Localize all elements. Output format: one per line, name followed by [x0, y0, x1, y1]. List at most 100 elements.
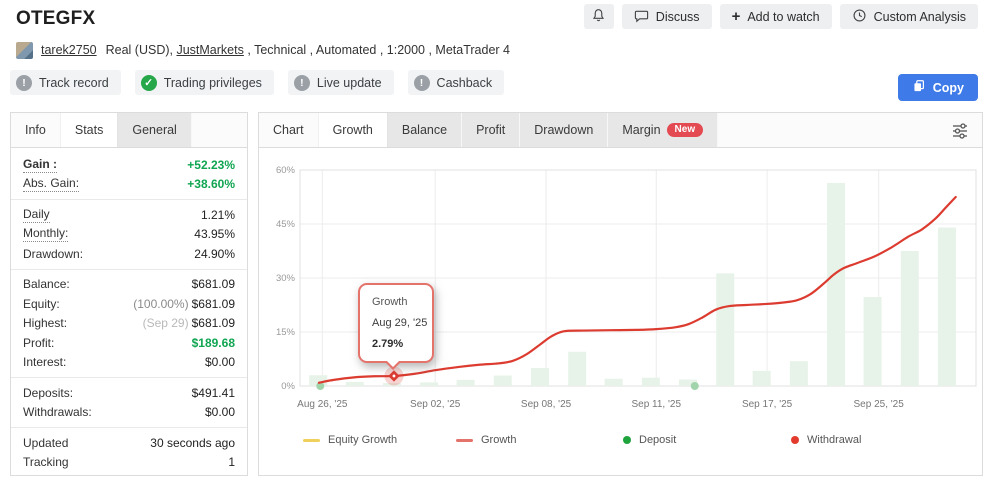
deposit-bar: [568, 351, 587, 386]
broker-link[interactable]: JustMarkets: [176, 43, 244, 57]
stat-row-withdrawals: Withdrawals: $0.00: [11, 403, 247, 423]
stat-label: Abs. Gain:: [23, 176, 80, 193]
stat-value: 43.95%: [194, 227, 235, 241]
stat-value: $0.00: [205, 405, 235, 419]
stat-value-main: +52.23%: [187, 157, 235, 172]
deposit-bar: [937, 227, 956, 386]
stats-tab-stats[interactable]: Stats: [59, 113, 119, 147]
legend-line-marker: [456, 438, 473, 442]
legend-label: Equity Growth: [328, 434, 398, 446]
discuss-button[interactable]: Discuss: [621, 4, 712, 29]
chart-tab-row: Chart Growth Balance Profit Drawdown Margin Ne…: [259, 113, 982, 148]
stat-row-profit: Profit: $189.68: [11, 333, 247, 353]
stat-row-monthly: Monthly: 43.95%: [11, 225, 247, 245]
stat-value-main: $491.41: [191, 385, 235, 400]
stat-row-gain: Gain : +52.23%: [11, 155, 247, 175]
stat-value-main: 30 seconds ago: [150, 435, 235, 450]
stat-value-main: $189.68: [191, 335, 235, 350]
stats-tab-general[interactable]: General: [118, 113, 192, 147]
stat-row-highest: Highest: (Sep 29) $681.09: [11, 314, 247, 334]
notifications-button[interactable]: [583, 4, 614, 29]
deposit-bar: [679, 379, 698, 386]
stat-label: Updated: [23, 435, 69, 450]
chart-tab-growth[interactable]: Growth: [317, 113, 388, 147]
badge-track-record[interactable]: ! Track record: [10, 70, 121, 95]
stat-label: Interest:: [23, 355, 67, 370]
badge-label: Live update: [316, 75, 382, 90]
stats-panel: Info Stats General Gain : +52.23% Abs. Gain:…: [10, 112, 248, 476]
badge-label: Cashback: [436, 75, 493, 90]
stat-row-equity: Equity: (100.00%) $681.09: [11, 294, 247, 314]
stats-tab-info[interactable]: Info: [11, 113, 60, 147]
legend-item-equity-growth[interactable]: Equity Growth: [303, 434, 397, 446]
page-title: OTEGFX: [16, 8, 96, 29]
growth-chart[interactable]: 60% 45% 30% 15% 0% Aug 26, '25 Sep 02, '25 Sep …: [259, 148, 982, 420]
stat-label: Gain :: [23, 156, 58, 173]
copy-button[interactable]: Copy: [897, 74, 978, 101]
chart-tab-chart[interactable]: Chart: [259, 113, 318, 147]
stat-label: Daily: [23, 206, 50, 223]
chart-tab-drawdown[interactable]: Drawdown: [520, 113, 609, 147]
stats-tab-row: Info Stats General: [11, 113, 247, 148]
badge-trading-privileges[interactable]: ✓ Trading privileges: [134, 70, 274, 95]
stat-row-updated: Updated 30 seconds ago: [11, 433, 247, 453]
stat-value-main: 24.90%: [194, 246, 235, 261]
copy-label: Copy: [932, 80, 964, 95]
x-axis-label: Sep 17, '25: [742, 399, 793, 410]
stat-value: 24.90%: [194, 247, 235, 261]
stat-value: 30 seconds ago: [150, 436, 235, 450]
deposit-bar: [604, 378, 623, 386]
stat-value: (Sep 29) $681.09: [143, 316, 235, 330]
tab-label: Balance: [401, 123, 448, 137]
avatar: [16, 41, 33, 59]
chart-panel: Chart Growth Balance Profit Drawdown Margin Ne…: [258, 112, 983, 476]
legend-item-deposit[interactable]: Deposit: [623, 434, 676, 446]
legend-item-withdrawal[interactable]: Withdrawal: [791, 434, 861, 446]
stat-label: Withdrawals:: [23, 405, 92, 420]
legend-dot-marker: [623, 436, 631, 444]
stat-label: Deposits:: [23, 385, 74, 400]
chart-tab-margin[interactable]: Margin New: [608, 113, 719, 147]
tooltip-series: Growth: [372, 296, 408, 308]
group-divider: [11, 199, 247, 200]
x-axis-label: Sep 11, '25: [631, 399, 681, 410]
add-to-watch-label: Add to watch: [747, 9, 820, 24]
custom-analysis-button[interactable]: Custom Analysis: [839, 4, 978, 29]
deposit-bar: [382, 383, 401, 386]
stat-value-main: 1.21%: [200, 207, 235, 222]
stat-value: +52.23%: [187, 158, 235, 172]
deposit-bar: [827, 182, 846, 386]
stat-value: $681.09: [192, 277, 235, 291]
chart-legend: Equity Growth Growth Deposit Withdrawal: [259, 420, 982, 470]
tooltip-date: Aug 29, '25: [372, 317, 428, 329]
legend-item-growth[interactable]: Growth: [456, 434, 516, 446]
legend-line-marker: [303, 438, 320, 442]
account-details-post: , Technical , Automated , 1:2000 , MetaT…: [247, 43, 510, 57]
chart-settings-icon[interactable]: [950, 121, 970, 146]
content: Info Stats General Gain : +52.23% Abs. Gain:…: [0, 112, 993, 476]
x-axis-label: Aug 26, '25: [297, 399, 348, 410]
username-link[interactable]: tarek2750: [41, 43, 97, 57]
tab-label: Stats: [74, 123, 104, 137]
exclamation-icon: !: [413, 74, 430, 91]
stats-body: Gain : +52.23% Abs. Gain: +38.60% Daily 1.21%…: [11, 148, 247, 472]
chart-tab-profit[interactable]: Profit: [462, 113, 521, 147]
stat-row-interest: Interest: $0.00: [11, 353, 247, 373]
tab-label: Chart: [273, 123, 304, 137]
account-details: Real (USD), JustMarkets , Technical , Au…: [106, 43, 510, 57]
deposit-bar: [641, 377, 660, 386]
badge-cashback[interactable]: ! Cashback: [407, 70, 505, 95]
chart-tab-balance[interactable]: Balance: [387, 113, 463, 147]
group-divider: [11, 377, 247, 378]
stat-value-main: $0.00: [204, 355, 235, 370]
tab-label: Drawdown: [534, 123, 594, 137]
badge-live-update[interactable]: ! Live update: [287, 70, 394, 95]
legend-label: Withdrawal: [807, 434, 862, 446]
add-to-watch-button[interactable]: + Add to watch: [719, 4, 832, 29]
y-axis-label: 30%: [276, 273, 296, 284]
legend-label: Growth: [481, 434, 517, 446]
speech-bubble-icon: [634, 8, 649, 26]
stat-row-tracking: Tracking 1: [11, 453, 247, 473]
tab-label: Info: [25, 123, 46, 137]
y-axis-label: 0%: [281, 381, 295, 392]
